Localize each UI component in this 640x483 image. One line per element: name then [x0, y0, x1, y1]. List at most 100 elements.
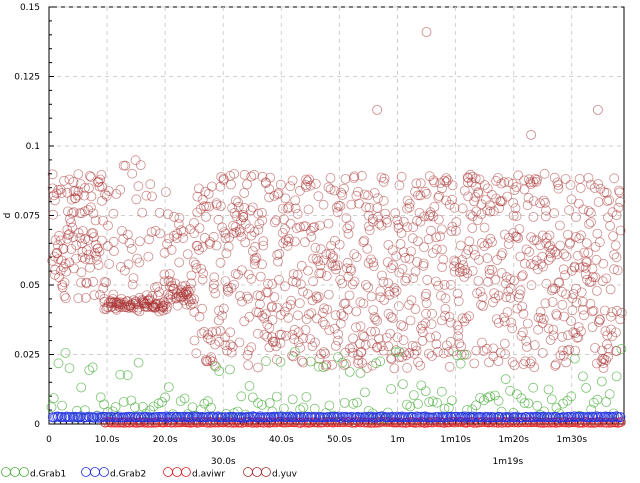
data-point	[208, 231, 219, 242]
data-point	[371, 342, 382, 353]
data-point	[468, 244, 479, 255]
data-point	[310, 178, 321, 189]
data-point	[260, 309, 271, 320]
data-point	[358, 298, 369, 309]
data-point	[411, 178, 422, 189]
data-point	[76, 208, 87, 219]
data-point	[291, 277, 302, 288]
data-point	[575, 183, 586, 193]
data-point	[192, 191, 203, 202]
data-point	[193, 183, 204, 194]
data-point	[116, 293, 127, 304]
data-point	[502, 307, 513, 318]
data-point	[490, 293, 501, 304]
data-point	[519, 398, 530, 408]
data-point	[602, 196, 613, 206]
data-point	[562, 345, 573, 356]
data-point	[349, 249, 360, 260]
data-point	[397, 379, 408, 390]
series-d-grab2	[47, 411, 626, 423]
data-point	[349, 276, 360, 287]
data-point	[234, 411, 245, 422]
data-point	[547, 285, 557, 296]
data-point	[588, 272, 598, 283]
data-point	[206, 352, 217, 363]
data-point	[386, 384, 397, 394]
data-point	[467, 171, 478, 182]
data-point	[372, 193, 383, 204]
data-point	[339, 412, 350, 423]
data-point	[73, 227, 84, 238]
data-point	[315, 244, 326, 255]
series-d-yuv	[47, 155, 627, 374]
data-point	[253, 362, 263, 373]
data-point	[398, 216, 409, 227]
data-point	[419, 242, 429, 253]
data-point	[257, 215, 268, 226]
data-point	[337, 190, 348, 200]
data-point	[334, 239, 345, 250]
data-point	[499, 338, 510, 349]
data-point	[174, 212, 185, 223]
data-point	[607, 331, 617, 342]
data-point	[473, 187, 483, 198]
data-point	[372, 341, 383, 352]
data-point	[479, 222, 490, 233]
data-point	[599, 305, 610, 316]
data-point	[566, 391, 577, 402]
data-point	[95, 392, 106, 403]
data-point	[242, 179, 252, 190]
data-point	[226, 179, 236, 190]
data-point	[408, 273, 419, 284]
data-point	[608, 231, 618, 242]
data-point	[347, 279, 358, 290]
data-point	[275, 179, 286, 190]
data-point	[533, 324, 543, 335]
data-point	[467, 265, 478, 276]
data-point	[518, 327, 528, 338]
data-point	[528, 177, 539, 188]
data-point	[163, 382, 174, 393]
data-point	[233, 197, 243, 208]
data-point	[80, 182, 90, 193]
data-point	[186, 278, 197, 289]
data-point	[521, 412, 532, 422]
data-point	[609, 264, 619, 275]
data-point	[152, 290, 163, 301]
data-point	[453, 296, 464, 307]
data-point	[398, 247, 409, 258]
data-point	[457, 203, 468, 214]
data-point	[305, 356, 316, 367]
data-point	[405, 401, 416, 412]
data-point	[116, 261, 126, 272]
data-point	[489, 390, 500, 401]
data-point	[604, 389, 615, 400]
data-point	[445, 279, 456, 290]
data-point	[300, 325, 311, 335]
data-point	[518, 270, 528, 281]
data-point	[73, 169, 84, 180]
data-point	[332, 260, 343, 271]
data-point	[386, 263, 397, 274]
data-point	[526, 129, 536, 140]
data-point	[164, 233, 175, 244]
data-point	[222, 282, 233, 293]
data-point	[476, 238, 487, 248]
data-point	[461, 349, 472, 360]
data-point	[257, 259, 267, 270]
data-point	[520, 258, 530, 269]
data-point	[273, 189, 283, 200]
data-point	[225, 340, 236, 350]
data-point	[424, 211, 434, 222]
data-point	[95, 174, 106, 185]
x-tick-label: 1m	[390, 435, 405, 445]
data-point	[530, 174, 540, 184]
data-point	[229, 279, 239, 290]
data-point	[197, 194, 208, 205]
data-point	[494, 412, 505, 423]
data-point	[346, 199, 357, 210]
data-point	[72, 190, 83, 201]
data-point	[321, 271, 332, 281]
data-point	[576, 287, 587, 298]
data-point	[351, 322, 361, 333]
